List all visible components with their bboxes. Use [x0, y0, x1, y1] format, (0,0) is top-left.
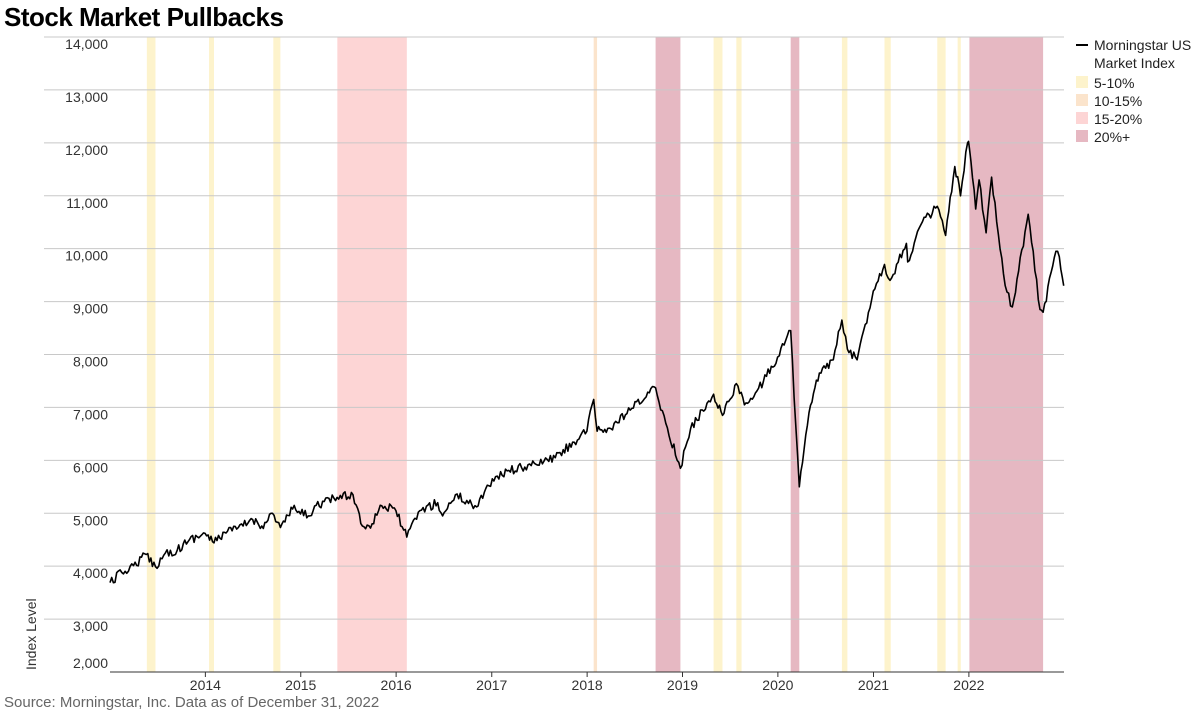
y-tick-label-3: 5,000: [73, 512, 108, 528]
y-axis-title: Index Level: [23, 598, 39, 670]
legend-label: 5-10%: [1094, 75, 1135, 91]
series-layer: [109, 140, 1065, 584]
x-tick-label-1: 2015: [285, 677, 316, 693]
y-tick-label-12: 14,000: [65, 36, 108, 52]
legend-item-pullback-3: 20%+: [1076, 128, 1200, 146]
legend-color-swatch: [1076, 94, 1088, 106]
x-axis-ticks: 2014 2015 2016 2017 2018 2019 2020 2021 2022: [190, 672, 985, 693]
x-tick-label-6: 2020: [762, 677, 793, 693]
legend-item-pullback-0: 5-10%: [1076, 74, 1200, 92]
legend: Morningstar US Market Index 5-10% 10-15% 15…: [1076, 36, 1200, 146]
legend-color-swatch: [1076, 76, 1088, 88]
legend-color-swatch: [1076, 130, 1088, 142]
y-tick-label-1: 3,000: [73, 618, 108, 634]
series-line-0: [109, 140, 1065, 584]
y-tick-label-5: 7,000: [73, 406, 108, 422]
y-tick-label-6: 8,000: [73, 354, 108, 370]
y-tick-label-2: 4,000: [73, 565, 108, 581]
y-tick-label-0: 2,000: [73, 655, 108, 671]
legend-line-swatch: [1076, 44, 1088, 46]
y-tick-label-8: 10,000: [65, 248, 108, 264]
source-note: Source: Morningstar, Inc. Data as of Dec…: [4, 694, 380, 711]
x-tick-label-7: 2021: [858, 677, 889, 693]
legend-color-swatch: [1076, 112, 1088, 124]
legend-label: Morningstar US Market Index: [1094, 37, 1192, 71]
x-tick-label-4: 2018: [572, 677, 603, 693]
legend-item-pullback-1: 10-15%: [1076, 92, 1200, 110]
y-gridlines: [44, 36, 1064, 620]
x-tick-label-2: 2016: [381, 677, 412, 693]
y-tick-label-7: 9,000: [73, 301, 108, 317]
x-tick-label-5: 2019: [667, 677, 698, 693]
y-tick-label-9: 11,000: [66, 195, 108, 211]
y-axis-ticks: 2,000 3,000 4,000 5,000 6,000 7,000 8,000 9,000…: [65, 36, 108, 671]
legend-item-pullback-2: 15-20%: [1076, 110, 1200, 128]
legend-item-series-0: Morningstar US Market Index: [1076, 36, 1200, 74]
legend-label: 10-15%: [1094, 93, 1143, 109]
x-tick-label-3: 2017: [476, 677, 507, 693]
y-tick-label-11: 13,000: [65, 89, 108, 105]
y-tick-label-4: 6,000: [73, 459, 108, 475]
y-tick-label-10: 12,000: [65, 142, 108, 158]
x-tick-label-0: 2014: [190, 677, 221, 693]
legend-label: 15-20%: [1094, 111, 1143, 127]
chart-title: Stock Market Pullbacks: [4, 2, 284, 32]
legend-label: 20%+: [1094, 129, 1131, 145]
x-tick-label-8: 2022: [953, 677, 984, 693]
